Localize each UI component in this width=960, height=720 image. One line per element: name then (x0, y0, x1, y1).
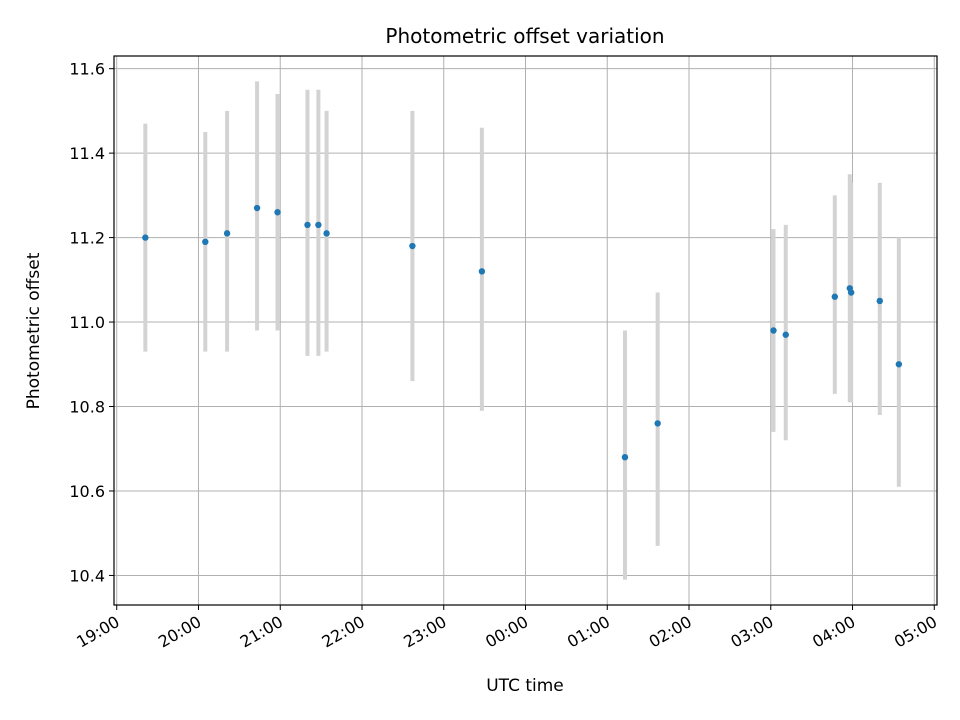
y-tick-label: 11.0 (69, 313, 105, 332)
data-point (621, 453, 629, 461)
data-points (142, 204, 903, 461)
data-point (202, 238, 209, 246)
x-axis-label: UTC time (486, 676, 564, 696)
y-axis-ticks: 10.4 10.6 10.8 11.0 11.2 11.4 11.6 (69, 60, 114, 585)
data-point (895, 361, 903, 368)
y-axis-label: Photometric offset (24, 252, 44, 409)
data-point (223, 230, 231, 237)
y-tick-label: 10.6 (69, 482, 105, 501)
data-point (478, 268, 486, 275)
y-tick-label: 11.4 (69, 144, 105, 163)
data-point (770, 327, 777, 334)
y-tick-label: 10.8 (69, 398, 105, 417)
y-tick-label: 11.6 (69, 60, 105, 79)
data-point (315, 221, 322, 229)
data-point (142, 234, 149, 241)
data-point (782, 331, 789, 338)
chart-title: Photometric offset variation (385, 24, 664, 48)
data-point (654, 420, 661, 427)
grid (114, 56, 937, 605)
data-point (847, 289, 855, 296)
y-tick-label: 10.4 (69, 566, 105, 585)
y-tick-label: 11.2 (69, 229, 105, 248)
data-point (274, 209, 281, 216)
data-point (253, 204, 261, 212)
data-point (304, 221, 311, 229)
data-point (323, 230, 330, 237)
data-point (409, 242, 416, 250)
data-point (876, 297, 883, 305)
data-point (831, 293, 839, 300)
